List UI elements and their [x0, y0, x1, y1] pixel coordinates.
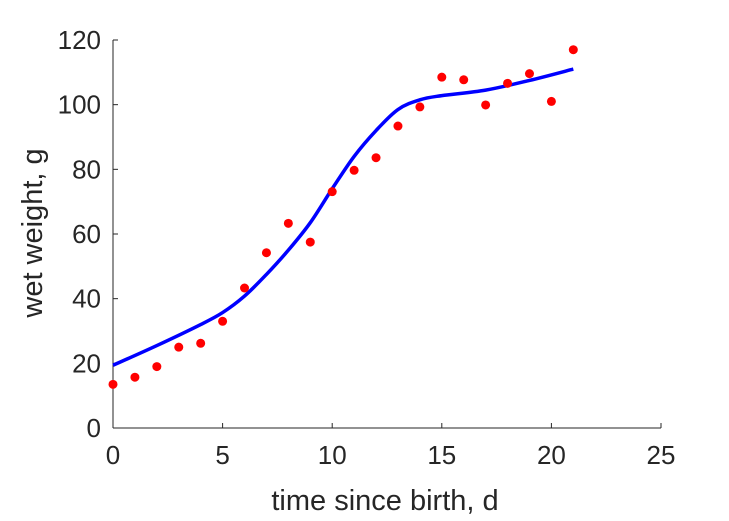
- data-point: [130, 372, 140, 382]
- data-point: [524, 69, 534, 79]
- y-tick-label: 80: [72, 154, 101, 184]
- data-point: [568, 45, 578, 55]
- plot-area: 0 5 10 15 20 25 0 20 40 60 80 100 120: [58, 25, 676, 470]
- data-point: [174, 342, 184, 352]
- data-point: [503, 78, 513, 88]
- y-tick-label: 100: [58, 90, 101, 120]
- data-point: [152, 362, 162, 372]
- x-tick-label: 25: [647, 440, 676, 470]
- data-point: [240, 283, 250, 293]
- data-point: [218, 316, 228, 326]
- data-point: [437, 72, 447, 82]
- data-point: [349, 165, 359, 175]
- data-point: [108, 379, 118, 389]
- y-tick-label: 20: [72, 348, 101, 378]
- data-point: [305, 237, 315, 247]
- x-axis-title: time since birth, d: [271, 485, 498, 517]
- x-tick-label: 5: [215, 440, 229, 470]
- data-point: [546, 96, 556, 106]
- x-tick-label: 0: [106, 440, 120, 470]
- data-point: [196, 338, 206, 348]
- y-tick-label: 0: [87, 413, 101, 443]
- x-tick-label: 10: [318, 440, 347, 470]
- data-point: [459, 75, 469, 85]
- data-point: [371, 153, 381, 163]
- data-point: [393, 121, 403, 131]
- data-point: [261, 248, 271, 258]
- data-point: [283, 218, 293, 228]
- y-tick-label: 60: [72, 219, 101, 249]
- y-tick-label: 120: [58, 25, 101, 55]
- x-tick-label: 20: [537, 440, 566, 470]
- fit-line: [112, 67, 574, 367]
- y-tick-label: 40: [72, 284, 101, 314]
- x-tick-label: 15: [427, 440, 456, 470]
- y-axis-title: wet weight, g: [17, 148, 49, 318]
- data-point: [415, 102, 425, 112]
- data-point: [327, 187, 337, 197]
- data-point: [481, 100, 491, 110]
